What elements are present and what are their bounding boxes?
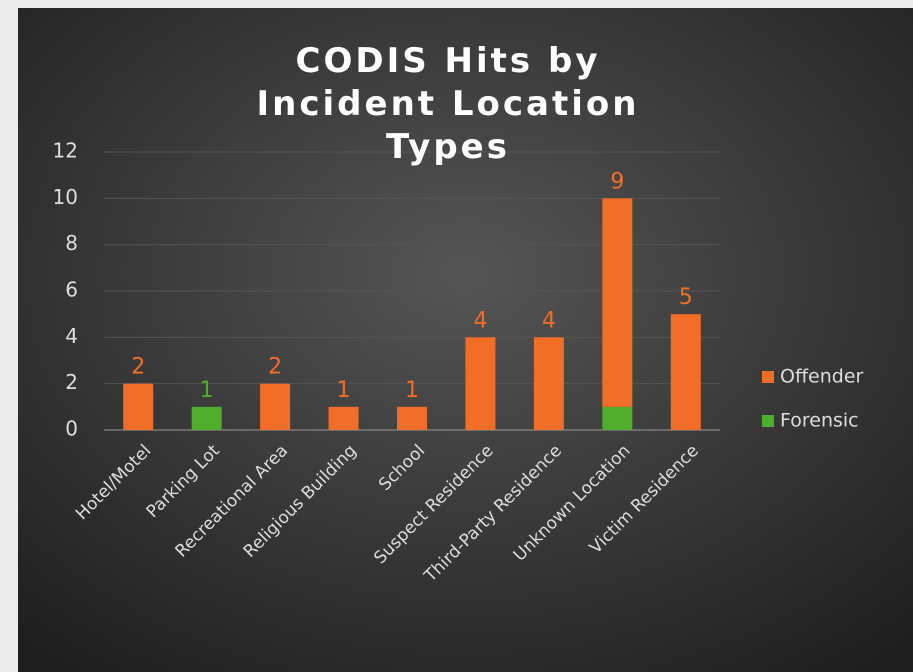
y-tick-label: 2 [65, 370, 78, 394]
y-tick-label: 12 [53, 139, 78, 163]
y-tick-label: 4 [65, 324, 78, 348]
data-label: 9 [610, 169, 624, 194]
legend-swatch [762, 371, 774, 383]
bar-segment [123, 383, 154, 430]
legend-swatch [762, 415, 774, 427]
data-label: 1 [405, 378, 419, 403]
y-tick-label: 8 [65, 231, 78, 255]
chart-title: CODIS Hits by Incident Location Types [256, 41, 640, 167]
data-label: 1 [337, 378, 351, 403]
y-tick-label: 10 [53, 185, 78, 209]
bar-segment [328, 406, 359, 430]
bar-segment [602, 406, 633, 430]
legend-label: Forensic [780, 410, 859, 432]
y-tick-label: 6 [65, 278, 78, 302]
data-label: 4 [473, 308, 487, 333]
data-label: 2 [131, 355, 145, 380]
data-label: 1 [200, 378, 214, 403]
bar-segment [397, 406, 427, 430]
bar-segment [533, 337, 564, 430]
bar-segment [602, 198, 633, 407]
data-label: 2 [268, 355, 282, 380]
y-tick-label: 0 [65, 417, 78, 441]
data-label: 4 [542, 308, 556, 333]
legend-label: Offender [780, 366, 864, 388]
bar-segment [260, 383, 291, 430]
data-label: 5 [679, 285, 693, 310]
bar-segment [191, 406, 222, 430]
bar-segment [465, 337, 496, 430]
bar-segment [670, 314, 701, 430]
